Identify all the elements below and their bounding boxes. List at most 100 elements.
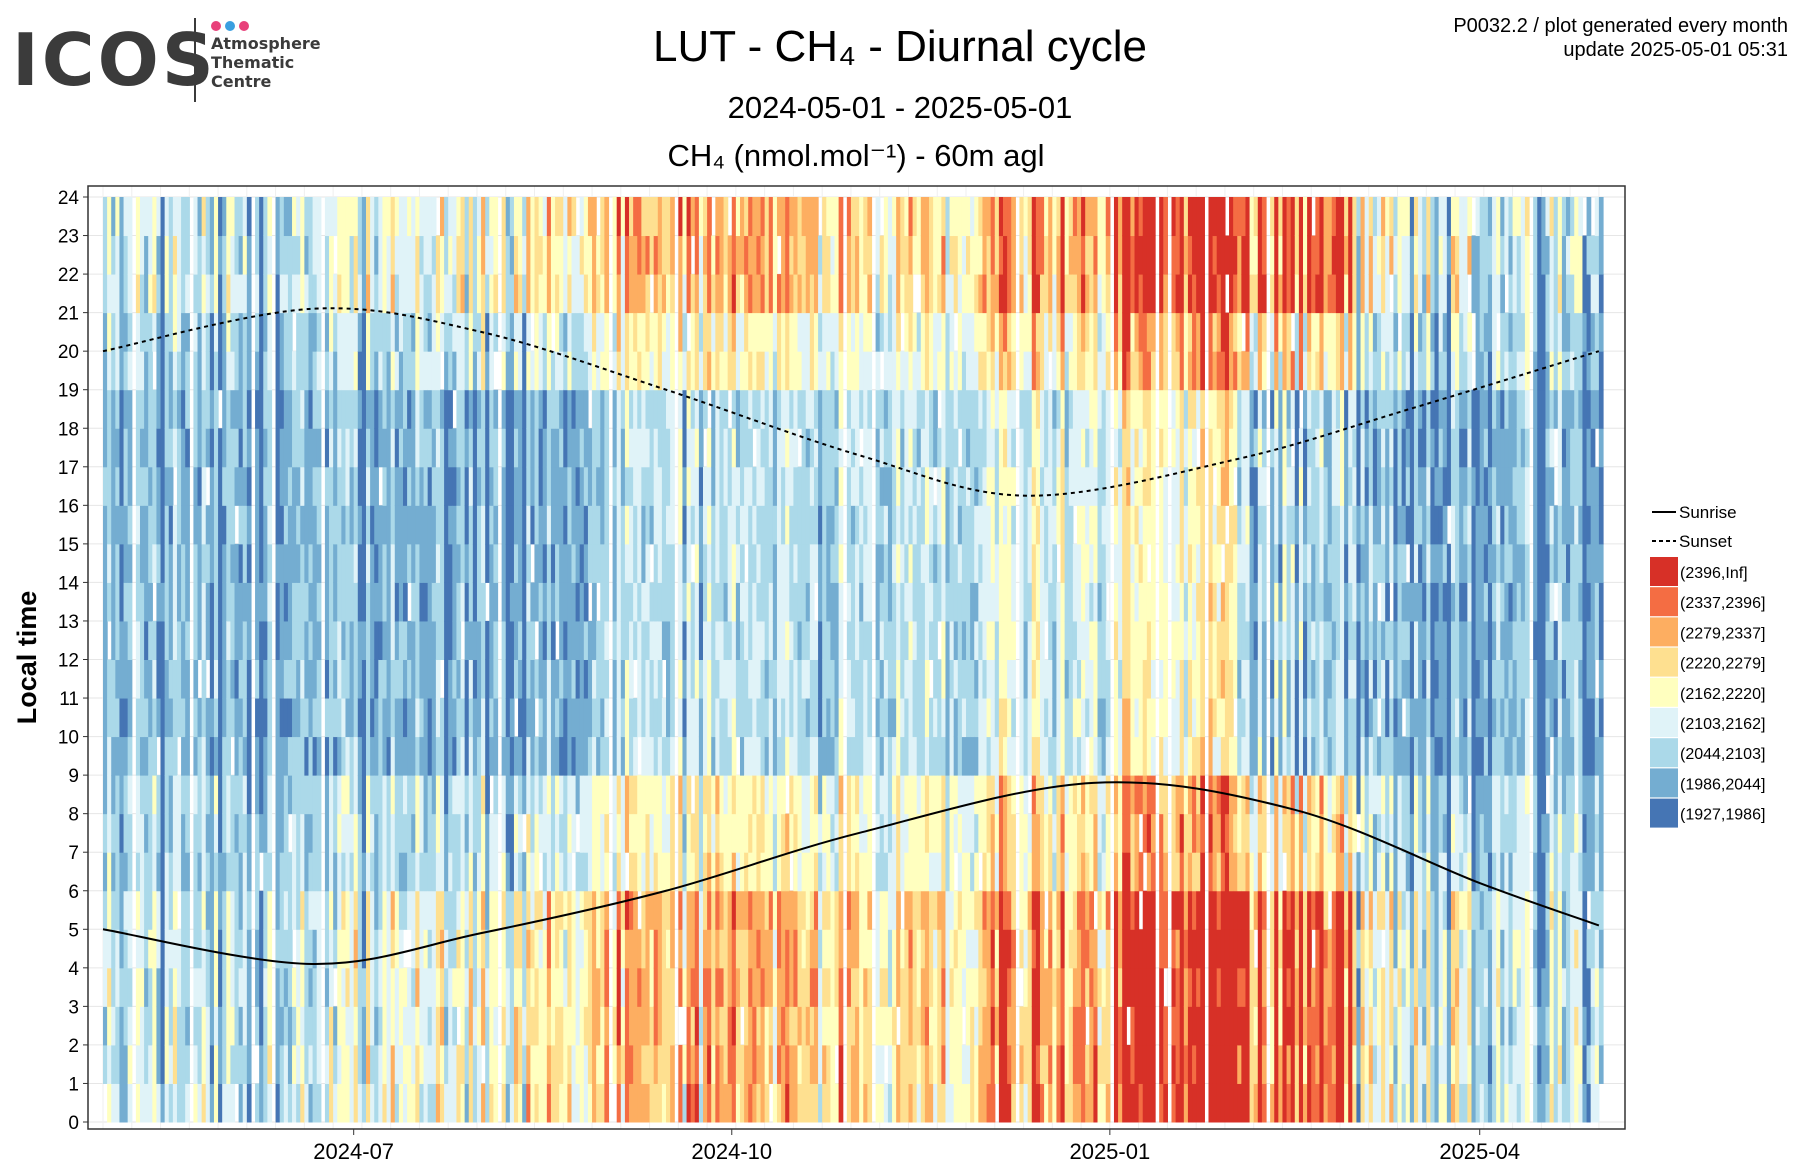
heatmap-cell — [785, 620, 790, 660]
heatmap-cell — [657, 620, 663, 660]
heatmap-cell — [308, 659, 314, 699]
heatmap-cell — [805, 466, 811, 506]
heatmap-cell — [509, 351, 515, 391]
heatmap-cell — [292, 428, 297, 468]
heatmap-cell — [522, 389, 527, 429]
heatmap-cell — [785, 351, 790, 391]
heatmap-cell — [719, 197, 725, 237]
heatmap-cell — [990, 351, 996, 391]
heatmap-cell — [587, 967, 593, 1007]
heatmap-cell — [838, 197, 844, 237]
heatmap-cell — [366, 659, 371, 699]
heatmap-cell — [670, 505, 675, 545]
heatmap-cell — [727, 620, 733, 660]
heatmap-cell — [686, 620, 692, 660]
heatmap-cell — [563, 312, 568, 352]
heatmap-cell — [908, 466, 914, 506]
heatmap-cell — [148, 1044, 153, 1084]
heatmap-cell — [637, 466, 642, 506]
heatmap-cell — [920, 1044, 926, 1084]
heatmap-cell — [579, 620, 585, 660]
heatmap-cell — [583, 1006, 589, 1046]
heatmap-cell — [961, 582, 967, 622]
heatmap-cell — [403, 967, 408, 1007]
heatmap-cell — [366, 1006, 371, 1046]
heatmap-cell — [966, 698, 971, 738]
heatmap-cell — [904, 1006, 910, 1046]
heatmap-cell — [855, 505, 860, 545]
heatmap-cell — [485, 659, 490, 699]
heatmap-cell — [612, 274, 618, 314]
heatmap-cell — [649, 351, 655, 391]
heatmap-cell — [587, 736, 593, 776]
heatmap-cell — [353, 312, 359, 352]
heatmap-cell — [300, 967, 305, 1007]
heatmap-cell — [234, 698, 240, 738]
heatmap-cell — [493, 582, 499, 622]
heatmap-cell — [509, 505, 515, 545]
heatmap-cell — [444, 1083, 449, 1123]
heatmap-cell — [435, 582, 441, 622]
heatmap-cell — [312, 1006, 318, 1046]
heatmap-cell — [337, 466, 342, 506]
heatmap-cell — [538, 967, 544, 1007]
heatmap-cell — [822, 274, 827, 314]
heatmap-cell — [526, 967, 531, 1007]
heatmap-cell — [509, 312, 515, 352]
heatmap-cell — [427, 389, 433, 429]
heatmap-cell — [378, 235, 384, 275]
heatmap-cell — [719, 813, 725, 853]
heatmap-cell — [604, 698, 610, 738]
heatmap-cell — [152, 274, 158, 314]
heatmap-cell — [723, 1044, 729, 1084]
heatmap-cell — [920, 775, 926, 815]
heatmap-cell — [398, 1044, 404, 1084]
heatmap-cell — [686, 351, 692, 391]
heatmap-cell — [435, 967, 441, 1007]
heatmap-cell — [966, 890, 971, 930]
heatmap-cell — [830, 1083, 836, 1123]
heatmap-cell — [546, 1044, 552, 1084]
heatmap-cell — [641, 620, 647, 660]
heatmap-cell — [982, 428, 988, 468]
heatmap-cell — [624, 659, 630, 699]
heatmap-cell — [464, 197, 470, 237]
heatmap-cell — [575, 428, 581, 468]
heatmap-cell — [776, 389, 782, 429]
heatmap-cell — [476, 351, 482, 391]
heatmap-cell — [587, 1006, 593, 1046]
heatmap-cell — [423, 543, 429, 583]
heatmap-cell — [357, 659, 363, 699]
heatmap-cell — [834, 1006, 840, 1046]
heatmap-cell — [390, 197, 396, 237]
heatmap-cell — [727, 698, 733, 738]
heatmap-cell — [394, 312, 400, 352]
heatmap-cell — [398, 466, 404, 506]
heatmap-cell — [464, 235, 470, 275]
heatmap-cell — [579, 351, 585, 391]
heatmap-cell — [316, 698, 322, 738]
heatmap-cell — [838, 543, 844, 583]
heatmap-cell — [542, 1083, 548, 1123]
heatmap-cell — [974, 1083, 979, 1123]
heatmap-cell — [904, 929, 910, 969]
heatmap-cell — [805, 929, 811, 969]
heatmap-cell — [637, 813, 642, 853]
heatmap-cell — [530, 620, 536, 660]
heatmap-cell — [464, 852, 470, 892]
heatmap-cell — [567, 543, 573, 583]
heatmap-cell — [612, 967, 618, 1007]
heatmap-cell — [563, 852, 568, 892]
heatmap-cell — [550, 659, 556, 699]
heatmap-cell — [415, 543, 421, 583]
heatmap-cell — [900, 775, 905, 815]
heatmap-cell — [160, 890, 166, 930]
heatmap-cell — [629, 620, 634, 660]
heatmap-cell — [156, 466, 162, 506]
heatmap-cell — [637, 428, 642, 468]
heatmap-cell — [937, 698, 942, 738]
heatmap-cell — [850, 736, 856, 776]
heatmap-cell — [107, 890, 112, 930]
heatmap-cell — [452, 775, 458, 815]
heatmap-cell — [366, 582, 371, 622]
